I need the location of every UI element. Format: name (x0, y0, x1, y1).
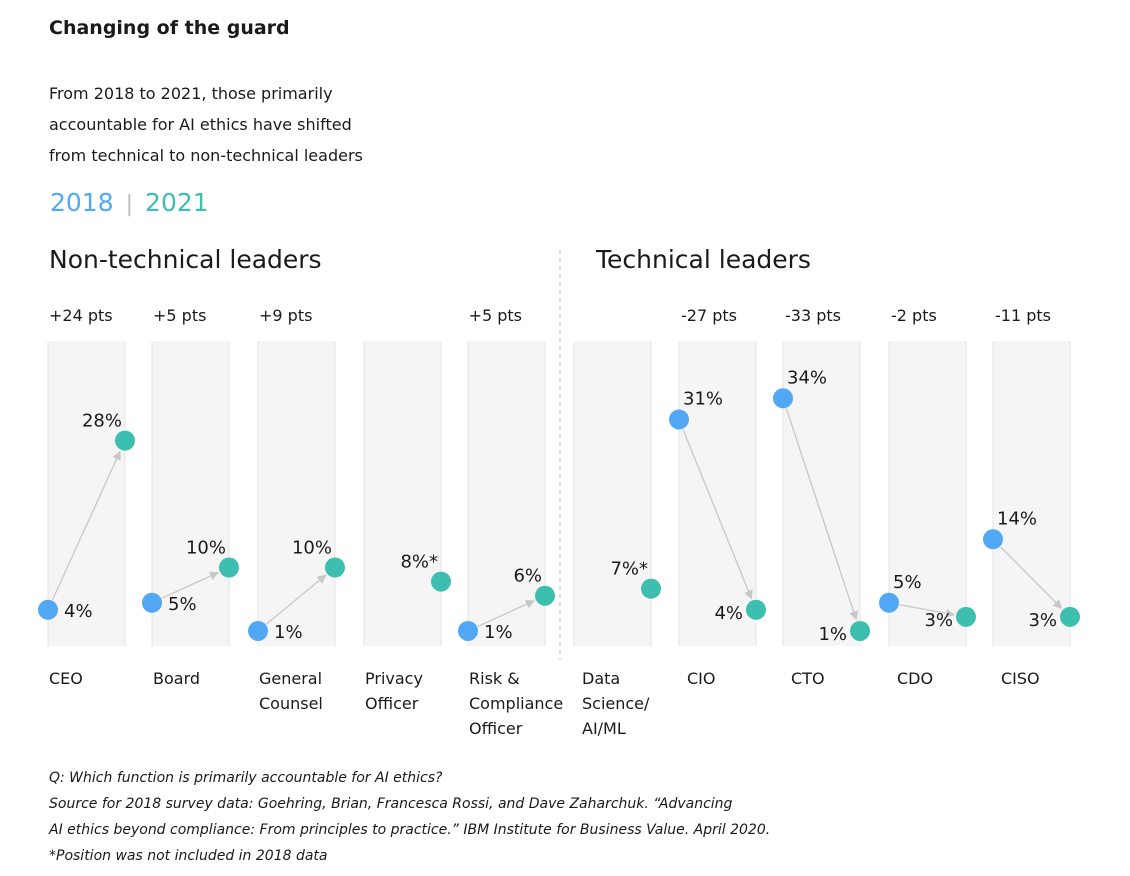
legend: 2018 | 2021 (50, 188, 209, 217)
point-2021 (1060, 606, 1080, 627)
footnotes: Q: Which function is primarily accountab… (49, 765, 770, 869)
category-label: Officer (365, 694, 419, 713)
change-arrow (899, 604, 956, 618)
point-2018 (38, 599, 58, 620)
point-2018 (983, 529, 1003, 550)
value-label-2018: 31% (683, 388, 723, 409)
category-label: General (259, 669, 322, 688)
category-label: Science/ (582, 694, 650, 713)
value-label-2018: 4% (64, 601, 93, 622)
value-label-2018: 5% (893, 572, 922, 593)
point-2018 (879, 592, 899, 613)
footnote-source-cont: AI ethics beyond compliance: From princi… (49, 822, 771, 838)
footnote-asterisk: *Position was not included in 2018 data (49, 848, 328, 864)
footnote-question: Q: Which function is primarily accountab… (49, 770, 443, 786)
change-label: +5 pts (469, 306, 522, 325)
point-2021 (850, 620, 870, 641)
value-label-2018: 5% (168, 594, 197, 615)
legend-2018: 2018 (50, 188, 114, 217)
point-2021 (431, 571, 451, 592)
category-label: Risk & (469, 669, 520, 688)
value-label-2021: 6% (513, 566, 542, 587)
value-label-2018: 1% (484, 622, 513, 643)
value-label-2021: 3% (924, 610, 953, 631)
column-background (364, 341, 441, 646)
column-background (258, 341, 335, 646)
category-label: CEO (49, 669, 83, 688)
value-label-2021: 10% (186, 538, 226, 559)
point-2021 (219, 557, 239, 578)
point-2021 (325, 557, 345, 578)
category-label: Counsel (259, 694, 323, 713)
change-label: +9 pts (259, 306, 312, 325)
change-arrow (1000, 546, 1063, 609)
category-label: CIO (687, 669, 715, 688)
column-background (48, 341, 125, 646)
value-label-2018: 1% (274, 622, 303, 643)
category-label: Data (582, 669, 620, 688)
point-2021 (115, 430, 135, 451)
group-title-technical: Technical leaders (596, 245, 811, 274)
point-2021 (746, 599, 766, 620)
column-background (574, 341, 651, 646)
value-label-2021: 8%* (400, 552, 438, 573)
point-2018 (248, 620, 268, 641)
change-arrow (477, 599, 535, 627)
value-label-2021: 28% (82, 411, 122, 432)
change-arrow (682, 429, 753, 600)
category-label: CDO (897, 669, 933, 688)
footnote-source: Source for 2018 survey data: Goehring, B… (49, 796, 733, 812)
subtitle-line: accountable for AI ethics have shifted (49, 115, 352, 134)
category-label: CISO (1001, 669, 1040, 688)
point-2021 (641, 578, 661, 599)
change-label: +24 pts (49, 306, 113, 325)
point-2021 (956, 606, 976, 627)
change-label: -11 pts (995, 306, 1051, 325)
column-background (468, 341, 545, 646)
category-label: Privacy (365, 669, 423, 688)
group-title-non-technical: Non-technical leaders (49, 245, 322, 274)
subtitle-line: from technical to non-technical leaders (49, 146, 363, 165)
dumbbell-chart: +24 pts CEO 4% 28% +5 pts Board 5% 10% +9 pts Gen… (38, 250, 1080, 738)
legend-separator: | (125, 192, 134, 217)
category-label: Compliance (469, 694, 563, 713)
column-background (889, 341, 966, 646)
legend-2021: 2021 (145, 188, 209, 217)
value-label-2021: 7%* (610, 559, 648, 580)
value-label-2021: 1% (818, 624, 847, 645)
value-label-2021: 3% (1028, 610, 1057, 631)
point-2018 (669, 409, 689, 430)
change-label: -2 pts (891, 306, 937, 325)
value-label-2018: 34% (787, 367, 827, 388)
column-background (993, 341, 1070, 646)
category-label: CTO (791, 669, 825, 688)
chart-subtitle: From 2018 to 2021, those primarily accou… (49, 78, 409, 171)
point-2018 (142, 592, 162, 613)
value-label-2021: 10% (292, 538, 332, 559)
change-arrow (785, 408, 858, 621)
point-2018 (458, 620, 478, 641)
value-label-2021: 4% (714, 603, 743, 624)
change-arrow (266, 574, 327, 625)
category-label: Officer (469, 719, 523, 738)
value-label-2018: 14% (997, 508, 1037, 529)
point-2021 (535, 585, 555, 606)
change-arrow (51, 450, 121, 601)
change-label: -33 pts (785, 306, 841, 325)
category-label: AI/ML (582, 719, 626, 738)
subtitle-line: From 2018 to 2021, those primarily (49, 84, 333, 103)
column-background (783, 341, 860, 646)
change-label: +5 pts (153, 306, 206, 325)
plot-area: +24 pts CEO 4% 28% +5 pts Board 5% 10% +9 pts Gen… (38, 306, 1080, 738)
chart-title: Changing of the guard (49, 17, 290, 39)
category-label: Board (153, 669, 200, 688)
point-2018 (773, 388, 793, 409)
column-background (679, 341, 756, 646)
change-arrow (161, 571, 219, 599)
change-label: -27 pts (681, 306, 737, 325)
column-background (152, 341, 229, 646)
